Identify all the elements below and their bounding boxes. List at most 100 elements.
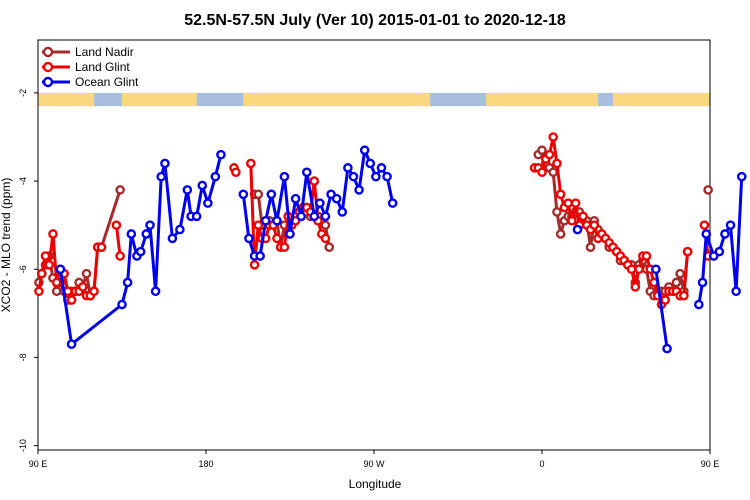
- x-tick-label: 90 E: [29, 459, 48, 469]
- data-point: [78, 282, 88, 292]
- data-point: [387, 198, 398, 208]
- data-point: [309, 211, 320, 222]
- data-point: [736, 171, 747, 182]
- data-point: [589, 220, 600, 230]
- data-point: [315, 198, 325, 208]
- data-point: [81, 268, 92, 279]
- data-point: [197, 180, 208, 191]
- data-point: [150, 286, 161, 297]
- data-point: [725, 220, 736, 230]
- data-point: [544, 149, 555, 160]
- data-point: [555, 189, 566, 200]
- data-point: [96, 242, 107, 253]
- y-tick-label: -2: [18, 89, 28, 97]
- series-ocean-glint: [55, 145, 747, 354]
- data-point: [290, 193, 301, 204]
- series-layer: [34, 132, 747, 354]
- x-tick-label: 180: [198, 459, 213, 469]
- data-point: [563, 198, 573, 208]
- x-axis: 90 E 180 90 W 0 90 E: [29, 450, 720, 469]
- data-point: [216, 149, 226, 160]
- data-point: [324, 242, 335, 253]
- data-point: [175, 224, 185, 235]
- data-point: [630, 282, 641, 292]
- data-point: [552, 207, 562, 217]
- data-point: [117, 299, 127, 310]
- data-point: [135, 246, 146, 257]
- data-point: [191, 211, 202, 222]
- data-point: [585, 242, 596, 253]
- data-point: [660, 295, 671, 305]
- data-point: [320, 233, 331, 244]
- data-point: [210, 171, 221, 182]
- data-point: [348, 171, 359, 182]
- data-point: [244, 233, 254, 244]
- x-tick-label: 90 E: [701, 459, 720, 469]
- data-point: [703, 185, 713, 195]
- legend-marker: [42, 46, 54, 58]
- data-point: [570, 198, 581, 208]
- data-point: [156, 171, 166, 182]
- data-point: [537, 167, 547, 178]
- data-point: [55, 264, 66, 275]
- data-point: [272, 233, 282, 244]
- data-point: [203, 198, 213, 208]
- data-point: [671, 277, 682, 288]
- data-point: [115, 251, 125, 261]
- legend-label: Land Nadir: [75, 45, 134, 59]
- data-point: [679, 290, 689, 301]
- data-point: [182, 185, 193, 195]
- data-point: [66, 295, 77, 305]
- data-point: [272, 215, 282, 226]
- data-point: [255, 251, 265, 261]
- data-point: [122, 277, 133, 288]
- data-point: [699, 220, 710, 230]
- data-point: [238, 189, 249, 200]
- y-axis: -2 -4 -6 -8 -10: [18, 89, 38, 452]
- legend-marker: [42, 61, 54, 73]
- data-point: [34, 286, 44, 297]
- data-point: [48, 229, 58, 239]
- y-tick-label: -10: [18, 439, 28, 452]
- data-point: [167, 233, 178, 244]
- data-point: [309, 176, 320, 186]
- legend-marker: [42, 76, 54, 88]
- data-point: [552, 158, 562, 169]
- data-point: [714, 246, 725, 257]
- data-point: [537, 145, 547, 156]
- data-point: [548, 167, 559, 178]
- data-point: [701, 229, 712, 239]
- data-point: [359, 145, 370, 156]
- y-tick-label: -6: [18, 265, 28, 273]
- land-band: [38, 92, 94, 107]
- chart-title: 52.5N-57.5N July (Ver 10) 2015-01-01 to …: [184, 12, 566, 29]
- data-point: [279, 242, 290, 253]
- data-point: [641, 251, 652, 261]
- data-point: [371, 171, 381, 182]
- data-point: [578, 211, 588, 222]
- data-point: [231, 167, 241, 178]
- data-point: [249, 260, 260, 270]
- land-ocean-strip: [38, 92, 710, 107]
- data-point: [343, 163, 353, 173]
- data-point: [634, 264, 644, 275]
- land-band: [243, 92, 430, 107]
- data-point: [266, 189, 277, 200]
- data-point: [337, 207, 348, 217]
- data-point: [572, 224, 583, 235]
- data-point: [279, 171, 290, 182]
- data-point: [555, 229, 566, 239]
- data-point: [245, 158, 256, 169]
- data-point: [662, 343, 672, 354]
- land-band: [122, 92, 197, 107]
- data-point: [320, 211, 331, 222]
- data-point: [115, 185, 125, 195]
- data-point: [354, 185, 364, 195]
- data-point: [651, 264, 661, 275]
- y-axis-label: XCO2 - MLO trend (ppm): [0, 178, 13, 313]
- y-tick-label: -4: [18, 177, 28, 185]
- data-point: [731, 286, 741, 297]
- data-point: [111, 220, 122, 230]
